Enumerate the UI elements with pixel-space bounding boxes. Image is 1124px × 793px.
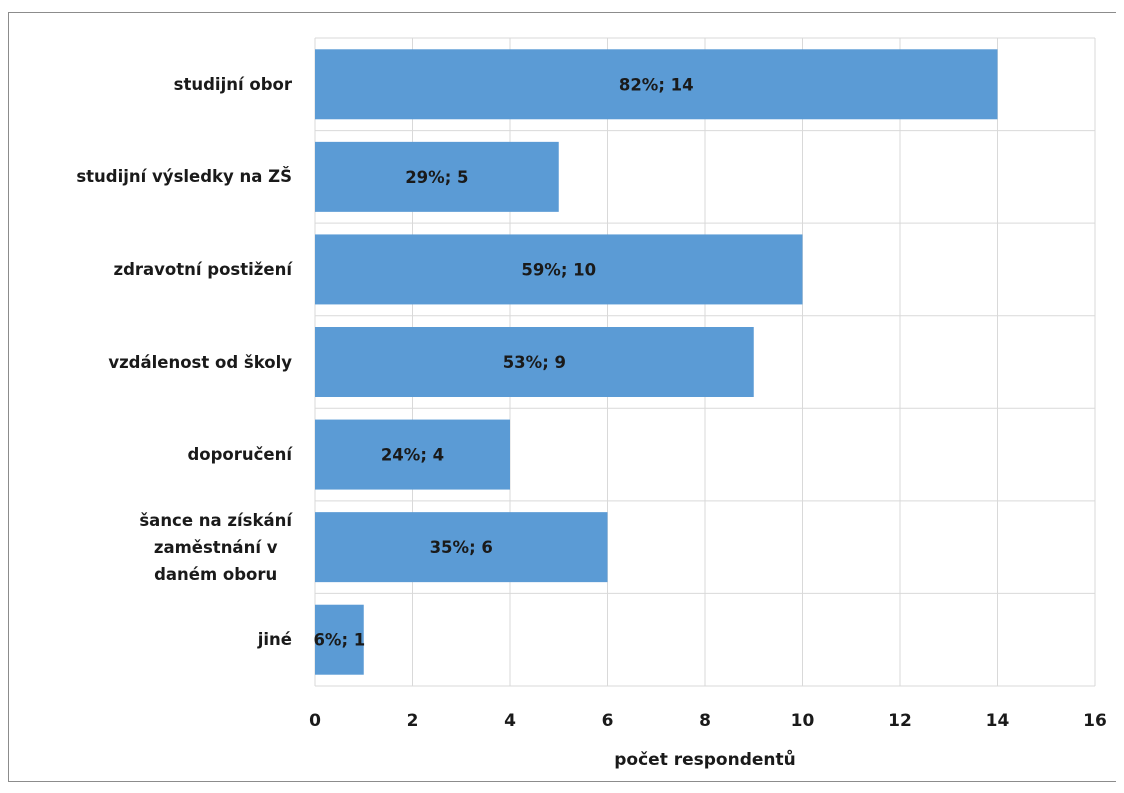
x-tick-label: 0 [309,711,321,731]
category-label: zdravotní postižení [113,259,292,279]
bar [315,604,364,675]
data-label: 82%; 14 [619,75,694,94]
bar [315,141,559,212]
data-label: 24%; 4 [381,446,444,465]
category-label: doporučení [187,445,292,465]
x-tick-label: 16 [1083,711,1107,731]
category-label: šance na získání zaměstnání v daném obor… [139,510,292,584]
x-tick-label: 12 [888,711,912,731]
data-label: 35%; 6 [430,538,493,557]
x-tick-label: 8 [699,711,711,731]
bar [315,327,754,397]
x-tick-label: 4 [504,711,516,731]
bar [315,234,803,305]
data-label: 59%; 10 [521,260,596,279]
bar [315,49,998,120]
x-axis-title: počet respondentů [614,748,796,770]
bar [315,419,510,490]
data-label: 6%; 1 [313,631,365,650]
category-label: studijní výsledky na ZŠ [76,167,292,187]
x-tick-label: 14 [986,711,1010,731]
data-label: 53%; 9 [503,353,566,372]
category-label: studijní obor [173,74,292,94]
x-tick-label: 6 [602,711,614,731]
data-label: 29%; 5 [405,168,468,187]
category-label: jiné [257,630,292,650]
bar [315,512,608,583]
x-tick-label: 2 [407,711,419,731]
x-tick-label: 10 [791,711,815,731]
category-label: vzdálenost od školy [108,352,292,372]
chart-frame [8,12,1116,782]
